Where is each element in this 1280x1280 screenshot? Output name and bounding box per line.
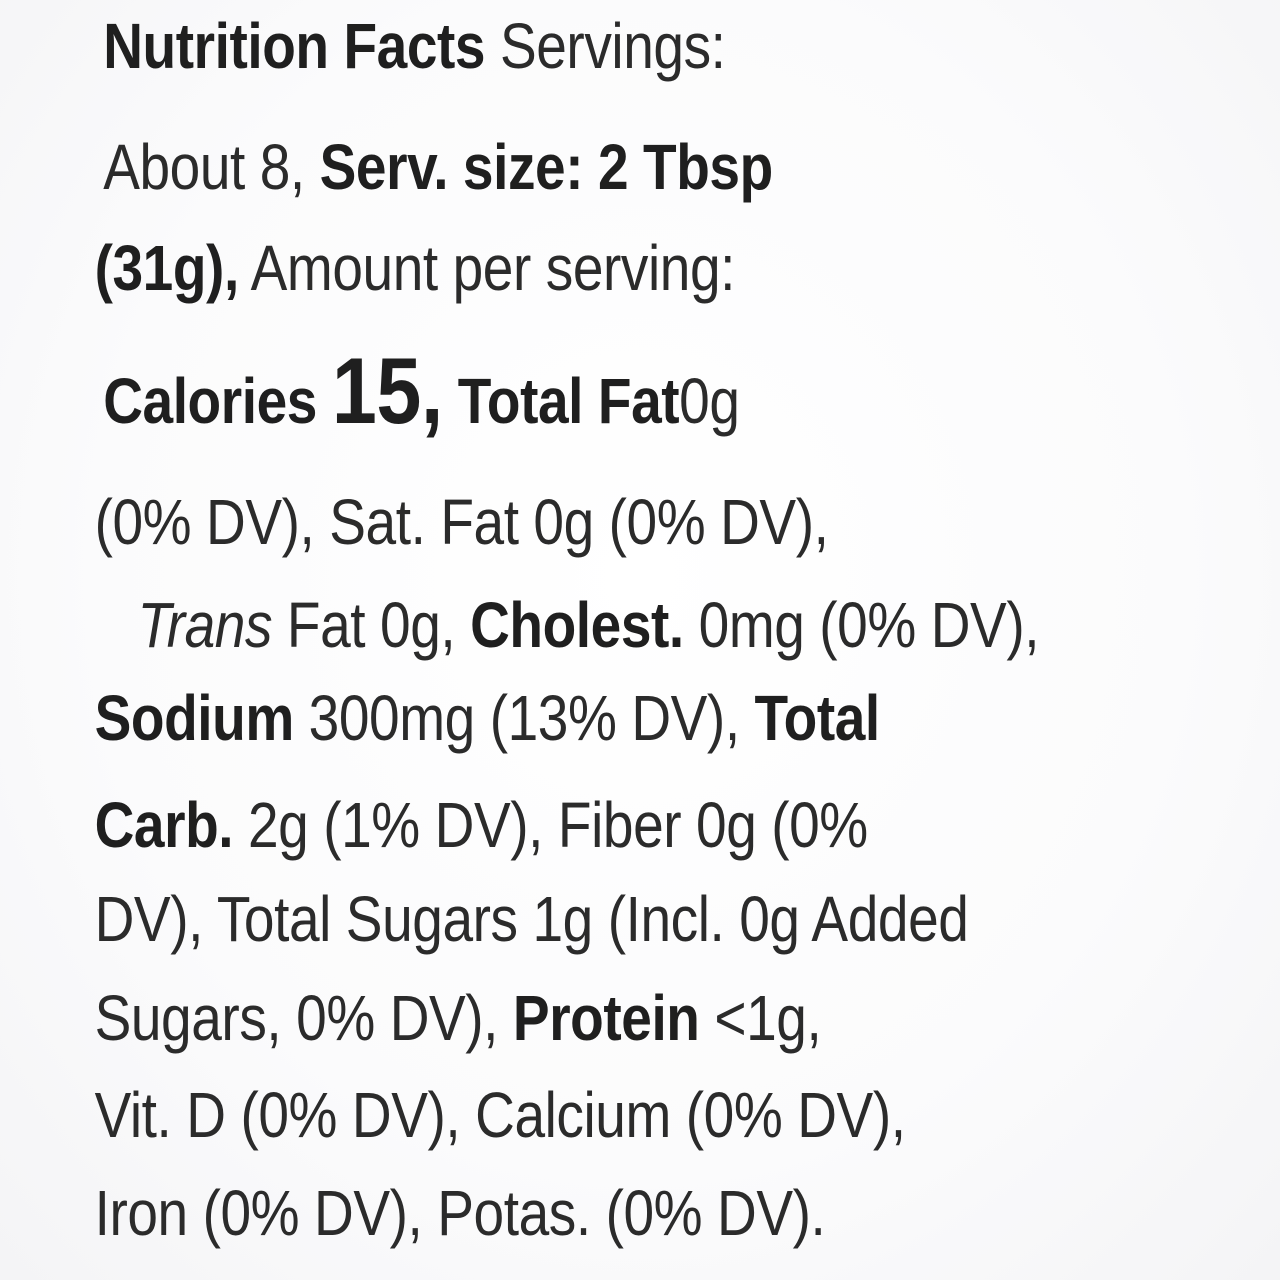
sat-fat: Sat. Fat 0g (0% DV),: [329, 486, 829, 558]
sat-fat-line: (0% DV), Sat. Fat 0g (0% DV),: [95, 490, 829, 554]
total-carb-label-part1: Total: [754, 682, 881, 754]
serving-grams: (31g),: [94, 232, 240, 304]
sugars-line: DV), Total Sugars 1g (Incl. 0g Added: [95, 887, 969, 951]
sugars-text: DV), Total Sugars 1g (Incl. 0g Added: [94, 883, 969, 955]
sodium-value: 300mg (13% DV),: [308, 682, 740, 754]
minerals-line: Iron (0% DV), Potas. (0% DV).: [95, 1181, 826, 1245]
amount-per-serving: Amount per serving:: [250, 232, 736, 304]
amount-line: (31g), Amount per serving:: [95, 236, 736, 300]
trans-label: Trans: [137, 589, 273, 661]
title-line: Nutrition Facts Servings:: [103, 14, 726, 78]
nutrition-facts-title: Nutrition Facts: [103, 10, 486, 82]
servings-label: Servings:: [499, 10, 726, 82]
total-fat-label: Total Fat: [457, 365, 680, 437]
protein-value: <1g,: [714, 982, 822, 1054]
cholest-value: 0mg (0% DV),: [698, 589, 1040, 661]
added-sugars: Sugars, 0% DV),: [94, 982, 499, 1054]
vitamins-text: Vit. D (0% DV), Calcium (0% DV),: [94, 1079, 906, 1151]
serving-size: Serv. size: 2 Tbsp: [319, 131, 774, 203]
carb-value: 2g (1% DV), Fiber 0g (0%: [248, 789, 868, 861]
protein-label: Protein: [512, 982, 700, 1054]
sodium-line: Sodium 300mg (13% DV), Total: [95, 686, 881, 750]
servings-line: About 8, Serv. size: 2 Tbsp: [103, 135, 773, 199]
vitamins-line: Vit. D (0% DV), Calcium (0% DV),: [95, 1083, 906, 1147]
cholest-label: Cholest.: [470, 589, 684, 661]
minerals-text: Iron (0% DV), Potas. (0% DV).: [94, 1177, 826, 1249]
trans-fat: Fat 0g,: [286, 589, 456, 661]
total-fat-value: 0g: [679, 365, 740, 437]
total-fat-dv: (0% DV),: [94, 486, 315, 558]
servings-value: About 8,: [103, 131, 305, 203]
total-carb-label-part2: Carb.: [94, 789, 234, 861]
carb-line: Carb. 2g (1% DV), Fiber 0g (0%: [95, 793, 869, 857]
protein-line: Sugars, 0% DV), Protein <1g,: [95, 986, 822, 1050]
calories-line: Calories 15, Total Fat0g: [103, 344, 740, 438]
nutrition-label: Nutrition Facts Servings: About 8, Serv.…: [95, 14, 1040, 1245]
trans-fat-line: Trans Fat 0g, Cholest. 0mg (0% DV),: [138, 593, 1040, 657]
calories-label: Calories: [103, 365, 317, 437]
sodium-label: Sodium: [94, 682, 295, 754]
calories-value: 15,: [331, 338, 444, 443]
